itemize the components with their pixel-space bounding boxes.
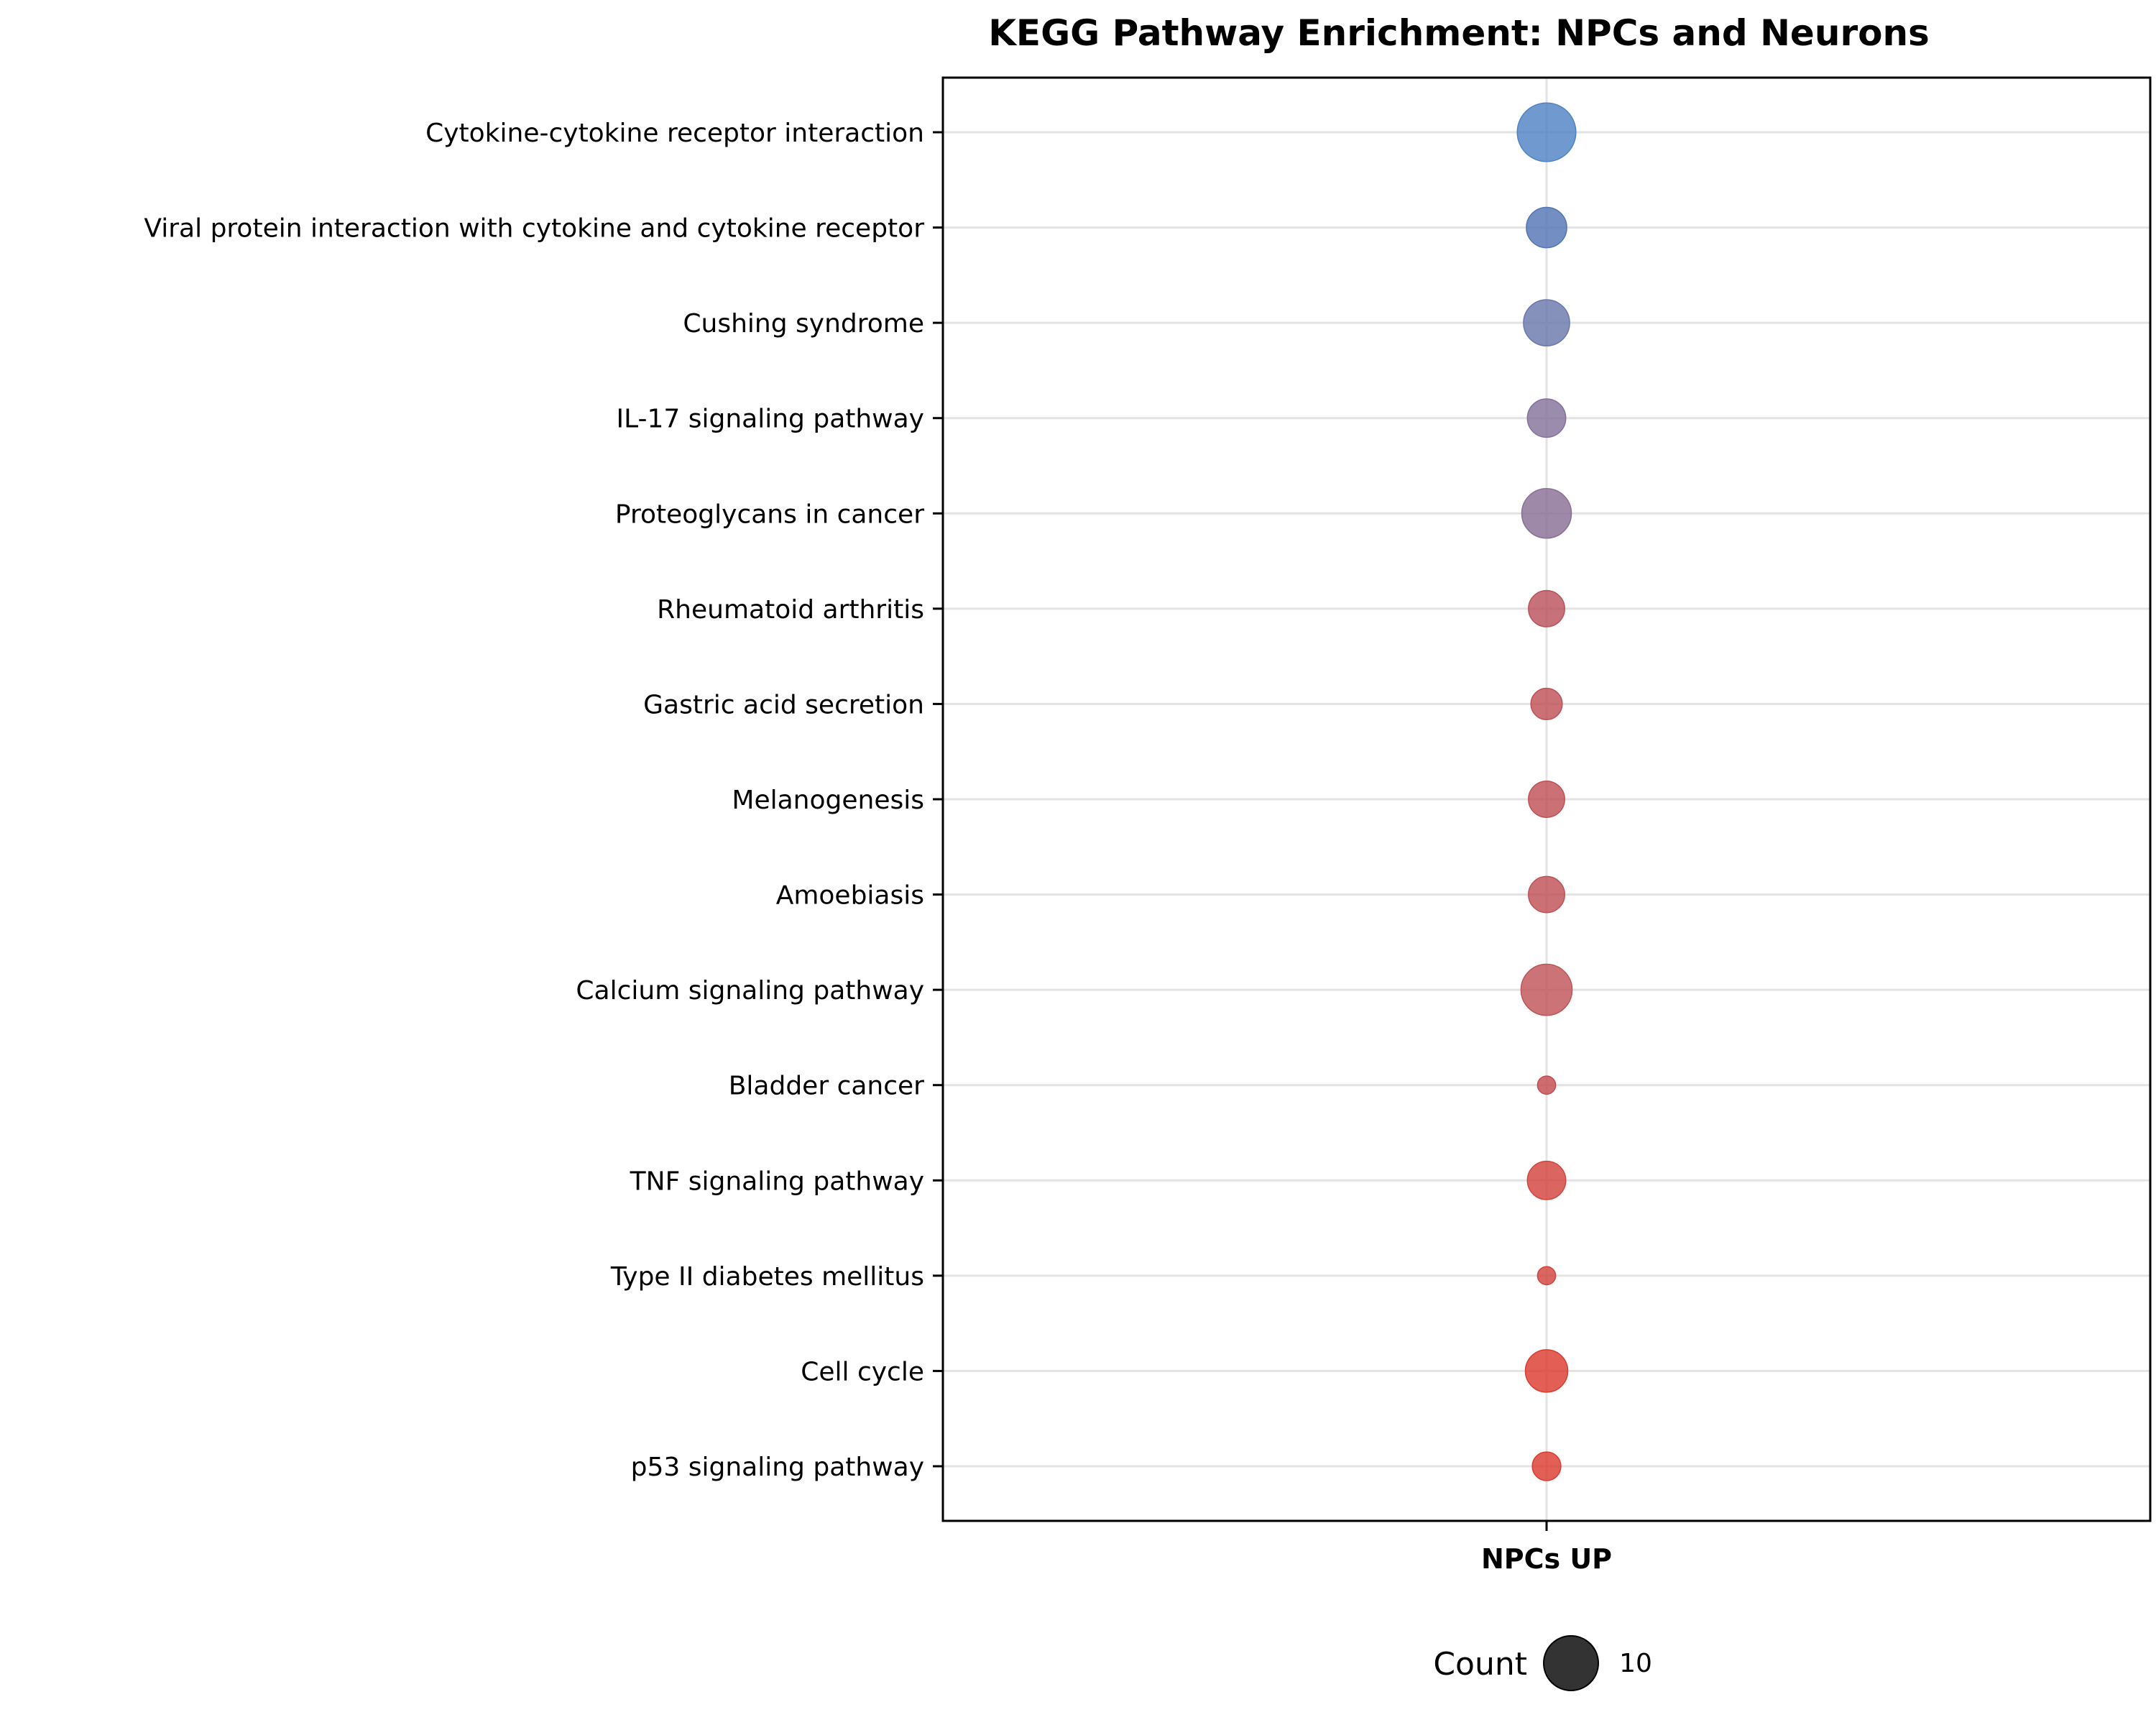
legend-title: Count bbox=[1433, 1646, 1527, 1683]
y-tick-label: Viral protein interaction with cytokine … bbox=[144, 214, 924, 244]
y-tick-label: Calcium signaling pathway bbox=[576, 976, 924, 1006]
y-tick-label: Bladder cancer bbox=[729, 1072, 924, 1101]
data-point bbox=[1521, 488, 1572, 539]
y-tick-label: TNF signaling pathway bbox=[630, 1167, 924, 1196]
y-tick-label: Cushing syndrome bbox=[683, 309, 924, 339]
data-point bbox=[1526, 398, 1567, 438]
data-point bbox=[1520, 963, 1573, 1016]
data-point bbox=[1524, 1349, 1569, 1393]
data-point bbox=[1531, 1451, 1562, 1481]
data-point bbox=[1526, 1160, 1567, 1200]
y-tick-label: Cytokine-cytokine receptor interaction bbox=[425, 119, 924, 148]
y-tick-label: Type II diabetes mellitus bbox=[610, 1262, 924, 1292]
data-points bbox=[1516, 102, 1577, 1481]
data-point bbox=[1537, 1075, 1557, 1095]
legend-marker bbox=[1543, 1635, 1599, 1691]
chart-title: KEGG Pathway Enrichment: NPCs and Neuron… bbox=[988, 12, 1930, 54]
y-tick-label: Melanogenesis bbox=[732, 786, 924, 815]
data-point bbox=[1528, 781, 1565, 818]
axis-ticks bbox=[933, 131, 1548, 1531]
y-tick-label: Amoebiasis bbox=[776, 881, 924, 911]
data-point bbox=[1528, 875, 1565, 914]
legend-entry-label: 10 bbox=[1619, 1649, 1652, 1678]
y-tick-label: p53 signaling pathway bbox=[631, 1453, 924, 1482]
legend: Count 10 bbox=[1433, 1635, 1652, 1691]
data-point bbox=[1530, 687, 1563, 720]
y-tick-label: Gastric acid secretion bbox=[643, 690, 924, 719]
data-point bbox=[1528, 589, 1565, 627]
x-tick-label: NPCs UP bbox=[1481, 1543, 1612, 1575]
plot-frame bbox=[941, 76, 2152, 1522]
y-tick-labels: Cytokine-cytokine receptor interaction Vi… bbox=[144, 119, 924, 1482]
y-tick-label: Rheumatoid arthritis bbox=[657, 595, 924, 625]
y-tick-label: Proteoglycans in cancer bbox=[615, 500, 924, 529]
data-point bbox=[1516, 102, 1577, 162]
x-tick-labels: NPCs UP bbox=[1481, 1543, 1612, 1575]
data-point bbox=[1537, 1266, 1557, 1286]
y-tick-label: IL-17 signaling pathway bbox=[616, 405, 924, 434]
data-point bbox=[1523, 299, 1570, 346]
y-tick-label: Cell cycle bbox=[801, 1357, 924, 1386]
data-point bbox=[1526, 206, 1567, 249]
